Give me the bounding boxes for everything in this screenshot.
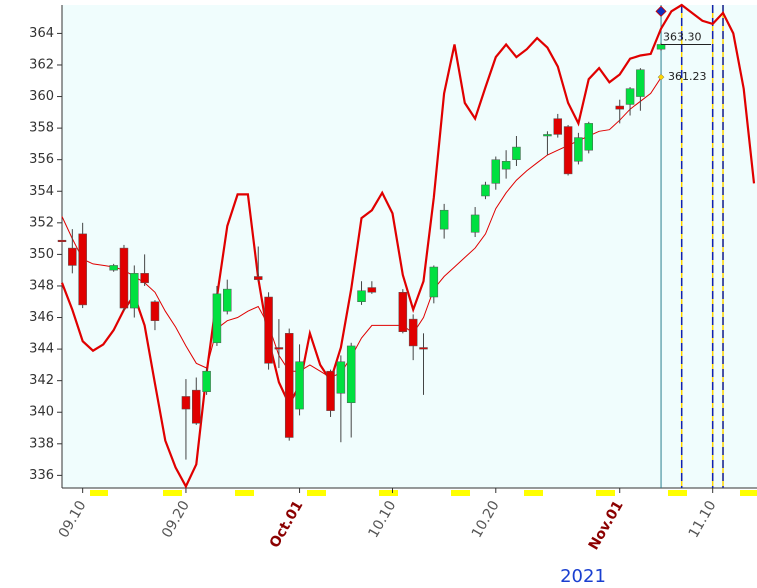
y-tick-label: 352 <box>29 215 54 230</box>
candle-body <box>439 209 449 230</box>
candle-body <box>625 88 635 105</box>
candle-body <box>481 184 490 197</box>
candle-body <box>553 118 563 135</box>
candle-body <box>615 105 624 110</box>
candle-body <box>130 273 139 309</box>
candle-body <box>78 233 87 306</box>
plot-background <box>62 5 757 488</box>
y-tick-label: 354 <box>29 184 54 199</box>
y-tick-label: 364 <box>29 26 54 41</box>
candle-body <box>584 123 593 151</box>
y-tick-label: 336 <box>29 468 54 483</box>
candle-body <box>656 44 666 50</box>
candle-body <box>636 69 645 97</box>
candle-body <box>357 290 366 302</box>
indicator-line <box>61 77 662 379</box>
candle-body <box>119 247 129 309</box>
x-tick-label: Oct.01 <box>267 498 307 551</box>
candle-body <box>192 389 201 424</box>
candle-body <box>408 318 418 347</box>
year-label: 2021 <box>560 566 606 587</box>
candle-body <box>398 292 408 332</box>
candle-body <box>295 361 304 410</box>
price-marker <box>657 73 665 81</box>
y-tick-label: 346 <box>29 310 54 325</box>
indicator-line <box>60 3 756 489</box>
x-tick-label: Nov.01 <box>586 498 627 553</box>
candle-body <box>150 301 160 321</box>
candle-body <box>543 134 552 137</box>
candle-body <box>491 159 501 184</box>
candle-body <box>326 370 335 411</box>
peak-marker <box>655 5 667 17</box>
candle-body <box>501 161 511 170</box>
y-tick-label: 340 <box>29 405 54 420</box>
y-tick-label: 358 <box>29 121 54 136</box>
y-tick-label: 338 <box>29 436 54 451</box>
x-tick-label: 11.10 <box>686 498 720 541</box>
candle-body <box>140 273 149 284</box>
y-tick-label: 348 <box>29 278 54 293</box>
candle-body <box>223 288 232 312</box>
x-tick-label: 10.10 <box>366 498 400 541</box>
weekend-strip <box>90 490 757 496</box>
y-tick-label: 360 <box>29 89 54 104</box>
x-tick-label: 09.10 <box>56 498 90 541</box>
candle-body <box>68 247 77 266</box>
x-tick-label: 10.20 <box>469 498 503 541</box>
candle-body <box>212 293 222 344</box>
y-tick-label: 356 <box>29 152 54 167</box>
candle-body <box>57 239 67 243</box>
candle-body <box>367 287 377 293</box>
candle-body <box>574 137 583 162</box>
y-tick-label: 344 <box>29 342 54 357</box>
candle-body <box>346 345 356 404</box>
candle-body <box>181 396 191 410</box>
y-tick-label: 342 <box>29 373 54 388</box>
candle-body <box>253 276 263 280</box>
y-tick-label: 362 <box>29 57 54 72</box>
price-label: 363.30 <box>663 30 702 43</box>
candle-body <box>274 347 284 350</box>
candle-body <box>512 146 521 160</box>
candle-body <box>563 126 573 175</box>
candle-body <box>336 361 346 394</box>
candle-body <box>429 266 439 298</box>
candle-body <box>284 333 294 438</box>
y-tick-label: 350 <box>29 247 54 262</box>
candle-body <box>264 296 273 364</box>
x-tick-label: 09.20 <box>159 498 193 541</box>
candle-body <box>470 214 480 233</box>
candle-body <box>202 370 211 392</box>
candle-body <box>109 265 118 271</box>
candle-body <box>419 347 428 350</box>
price-label: 361.23 <box>668 70 707 83</box>
